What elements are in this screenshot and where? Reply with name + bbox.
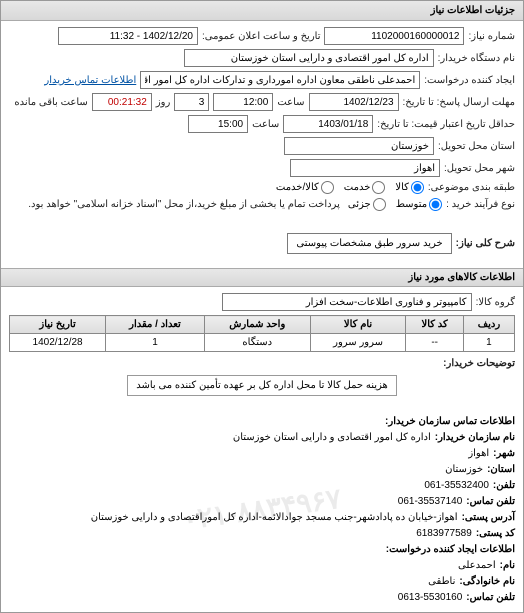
cell-qty: 1 <box>106 334 205 352</box>
col-name: نام کالا <box>310 316 406 334</box>
need-no-input[interactable] <box>324 27 464 45</box>
validity-label: حداقل تاریخ اعتبار قیمت: تا تاریخ: <box>377 119 515 130</box>
addr-value: اهواز-خیابان ده پادادشهر-جنب مسجد جوادال… <box>91 510 458 526</box>
cat-service-option[interactable]: خدمت <box>344 181 386 194</box>
cat-goods-label: کالا <box>395 182 409 193</box>
col-idx: ردیف <box>463 316 514 334</box>
contact-link[interactable]: اطلاعات تماس خریدار <box>44 75 136 86</box>
buyer-note-box: هزینه حمل کالا تا محل اداره کل بر عهده ت… <box>127 375 397 396</box>
fname-label: نام: <box>500 558 515 574</box>
subject-box: خرید سرور طبق مشخصات پیوستی <box>287 233 451 254</box>
cell-date: 1402/12/28 <box>10 334 106 352</box>
postcode-value: 6183977589 <box>416 526 472 542</box>
cat-goods-radio[interactable] <box>411 181 424 194</box>
buyer-note-label: توضیحات خریدار: <box>443 358 515 369</box>
process-mid-option[interactable]: متوسط <box>396 198 442 211</box>
fname-value: احمدعلی <box>458 558 496 574</box>
process-small-option[interactable]: جزئی <box>348 198 386 211</box>
remaining-time-input[interactable] <box>92 93 152 111</box>
phone-label: تلفن: <box>493 478 515 494</box>
contact-city-label: شهر: <box>493 446 515 462</box>
time-label-2: ساعت <box>252 119 279 130</box>
group-input[interactable] <box>222 293 472 311</box>
org-label: نام سازمان خریدار: <box>435 430 515 446</box>
cat-goods-option[interactable]: کالا <box>395 181 424 194</box>
cell-unit: دستگاه <box>204 334 310 352</box>
cphone-label: تلفن تماس: <box>466 590 515 606</box>
contact-prov-value: خوزستان <box>445 462 483 478</box>
remaining-label: ساعت باقی مانده <box>14 97 87 108</box>
process-mid-label: متوسط <box>396 199 427 210</box>
cell-code: -- <box>406 334 463 352</box>
contact-info-block: ۰۲۱-۸۸۳۴۹۶۷ اطلاعات تماس سازمان خریدار: … <box>1 408 523 612</box>
cell-name: سرور سرور <box>310 334 406 352</box>
form-area: شماره نیاز: تاریخ و ساعت اعلان عمومی: نا… <box>1 21 523 268</box>
ann-date-label: تاریخ و ساعت اعلان عمومی: <box>202 31 321 42</box>
panel-title: جزئیات اطلاعات نیاز <box>1 1 523 21</box>
org-value: اداره کل امور اقتصادی و دارایی استان خوز… <box>233 430 431 446</box>
process-radio-group: متوسط جزئی <box>348 198 442 211</box>
validity-date-input[interactable] <box>283 115 373 133</box>
table-row[interactable]: 1 -- سرور سرور دستگاه 1 1402/12/28 <box>10 334 515 352</box>
validity-time-input[interactable] <box>188 115 248 133</box>
location-label: استان محل تحویل: <box>438 141 515 152</box>
day-label: روز <box>156 97 171 108</box>
province-input[interactable] <box>284 137 434 155</box>
lname-label: نام خانوادگی: <box>459 574 515 590</box>
col-date: تاریخ نیاز <box>10 316 106 334</box>
cat-radio-group: کالا خدمت کالا/خدمت <box>276 181 424 194</box>
addr-label: آدرس پستی: <box>462 510 515 526</box>
contact-title: اطلاعات تماس سازمان خریدار: <box>385 414 515 430</box>
items-table: ردیف کد کالا نام کالا واحد شمارش تعداد /… <box>9 315 515 352</box>
subject-label: شرح کلی نیاز: <box>456 238 515 249</box>
city-input[interactable] <box>290 159 440 177</box>
deadline-date-input[interactable] <box>309 93 399 111</box>
cat-label: طبقه بندی موضوعی: <box>428 182 515 193</box>
col-code: کد کالا <box>406 316 463 334</box>
phone-value: 061-35532400 <box>424 478 489 494</box>
process-label: نوع فرآیند خرید : <box>446 199 515 210</box>
contact-city-value: اهواز <box>468 446 489 462</box>
deadline-time-input[interactable] <box>213 93 273 111</box>
time-label-1: ساعت <box>277 97 304 108</box>
postcode-label: کد پستی: <box>476 526 515 542</box>
cat-service-radio[interactable] <box>372 181 385 194</box>
cat-service-label: خدمت <box>344 182 371 193</box>
city-label: شهر محل تحویل: <box>444 163 515 174</box>
need-no-label: شماره نیاز: <box>468 31 515 42</box>
deadline-label: مهلت ارسال پاسخ: تا تاریخ: <box>403 97 515 108</box>
group-label: گروه کالا: <box>476 297 515 308</box>
process-note: پرداخت تمام یا بخشی از مبلغ خرید،از محل … <box>28 199 340 210</box>
col-qty: تعداد / مقدار <box>106 316 205 334</box>
creator-title: اطلاعات ایجاد کننده درخواست: <box>386 542 515 558</box>
process-small-radio[interactable] <box>373 198 386 211</box>
fax-label: تلفن تماس: <box>466 494 515 510</box>
creator-input[interactable] <box>140 71 420 89</box>
creator-label: ایجاد کننده درخواست: <box>424 75 515 86</box>
cat-both-option[interactable]: کالا/خدمت <box>276 181 334 194</box>
process-small-label: جزئی <box>348 199 371 210</box>
remaining-days-input[interactable] <box>174 93 209 111</box>
buyer-label: نام دستگاه خریدار: <box>438 53 515 64</box>
main-panel: جزئیات اطلاعات نیاز شماره نیاز: تاریخ و … <box>0 0 524 613</box>
cell-idx: 1 <box>463 334 514 352</box>
cat-both-label: کالا/خدمت <box>276 182 319 193</box>
col-unit: واحد شمارش <box>204 316 310 334</box>
items-section-title: اطلاعات کالاهای مورد نیاز <box>1 268 523 287</box>
lname-value: ناطقی <box>428 574 455 590</box>
process-mid-radio[interactable] <box>429 198 442 211</box>
buyer-input[interactable] <box>184 49 434 67</box>
cat-both-radio[interactable] <box>321 181 334 194</box>
cphone-value: 0613-5530160 <box>398 590 463 606</box>
contact-prov-label: استان: <box>487 462 515 478</box>
fax-value: 061-35537140 <box>398 494 463 510</box>
table-header-row: ردیف کد کالا نام کالا واحد شمارش تعداد /… <box>10 316 515 334</box>
ann-date-input[interactable] <box>58 27 198 45</box>
